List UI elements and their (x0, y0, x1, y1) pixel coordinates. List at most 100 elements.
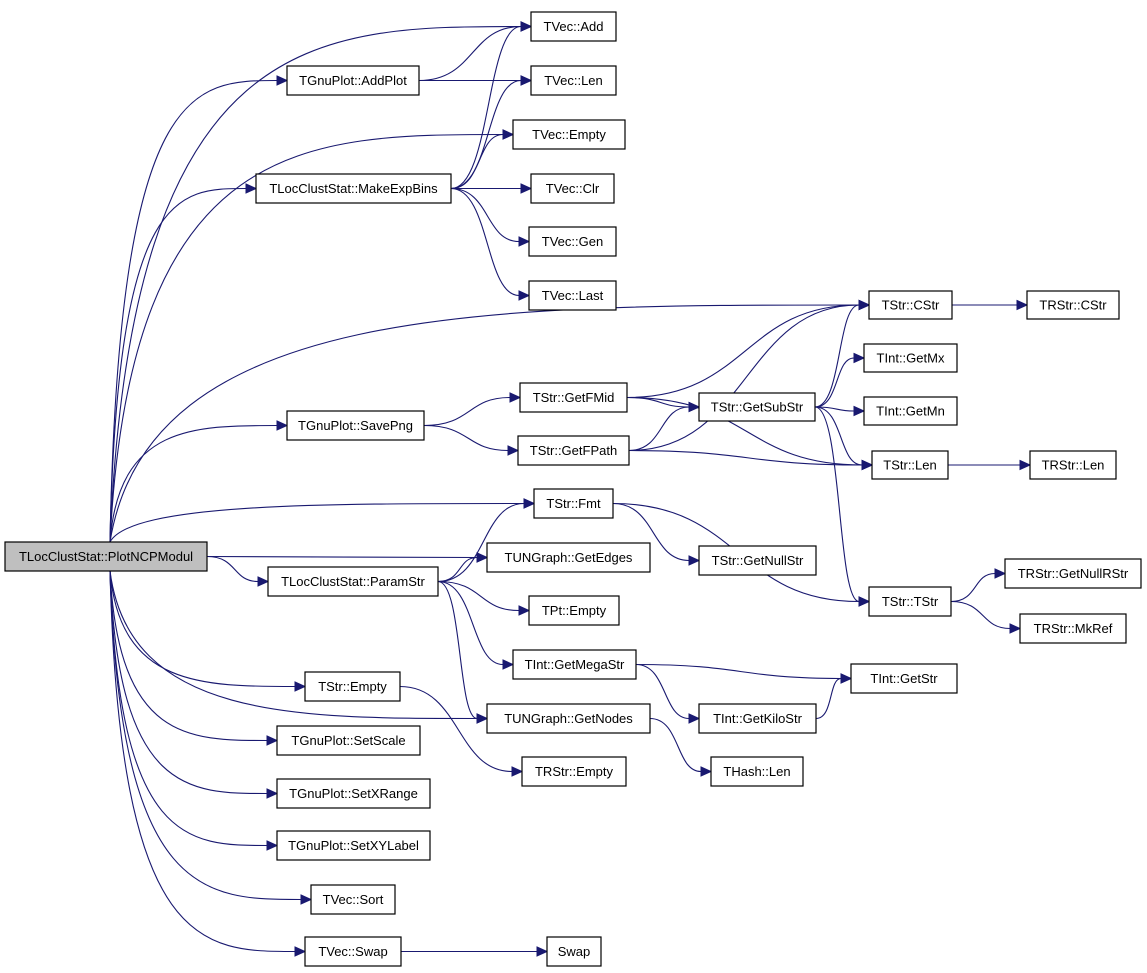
edge-sempty-to-rempty (399, 685, 513, 773)
arrowhead-icon (276, 420, 289, 431)
node-vsort[interactable]: TVec::Sort (310, 884, 396, 915)
edge-tstr-to-nullrstr (950, 572, 996, 603)
node-rempty[interactable]: TRStr::Empty (521, 756, 627, 787)
node-box (530, 173, 615, 204)
arrowhead-icon (520, 183, 533, 194)
node-vempty[interactable]: TVec::Empty (512, 119, 626, 150)
node-box (4, 541, 208, 572)
node-box (310, 884, 396, 915)
node-savepng[interactable]: TGnuPlot::SavePng (286, 410, 425, 441)
node-vlen[interactable]: TVec::Len (530, 65, 617, 96)
node-setxrange[interactable]: TGnuPlot::SetXRange (276, 778, 431, 809)
node-box (1019, 613, 1127, 644)
node-slen[interactable]: TStr::Len (871, 450, 949, 480)
edge-fpath-to-slen (628, 449, 863, 466)
arrowhead-icon (502, 129, 515, 140)
edge-fmid-to-scstr (626, 304, 860, 399)
node-box (486, 542, 651, 573)
node-getmn[interactable]: TInt::GetMn (863, 396, 958, 426)
node-label: TStr::CStr (882, 298, 940, 313)
edge-paramstr-to-getnodes (437, 580, 478, 720)
node-setxylabel[interactable]: TGnuPlot::SetXYLabel (276, 830, 431, 861)
node-box (528, 595, 620, 626)
node-box (519, 382, 628, 413)
edge-savepng-to-fpath (423, 424, 509, 452)
node-getmx[interactable]: TInt::GetMx (863, 343, 958, 373)
node-label: TLocClustStat::PlotNCPModul (19, 549, 193, 564)
arrowhead-icon (509, 392, 522, 403)
node-sempty[interactable]: TStr::Empty (304, 671, 401, 702)
node-substr[interactable]: TStr::GetSubStr (698, 392, 816, 422)
node-getnodes[interactable]: TUNGraph::GetNodes (486, 703, 651, 734)
arrowhead-icon (518, 236, 531, 247)
edge-root-to-vempty (109, 133, 504, 543)
node-box (304, 936, 402, 967)
node-expbins[interactable]: TLocClustStat::MakeExpBins (255, 173, 452, 204)
edge-root-to-vswap (109, 570, 296, 953)
node-label: TStr::GetNullStr (712, 553, 804, 568)
node-fpath[interactable]: TStr::GetFPath (517, 435, 630, 466)
node-fmid[interactable]: TStr::GetFMid (519, 382, 628, 413)
node-label: TLocClustStat::MakeExpBins (269, 181, 438, 196)
arrowhead-icon (518, 605, 531, 616)
edge-paramstr-to-edges (437, 556, 478, 583)
node-swap[interactable]: Swap (546, 936, 602, 967)
node-box (863, 396, 958, 426)
arrowhead-icon (688, 401, 701, 413)
node-box (521, 756, 627, 787)
edge-getnodes-to-hlen (649, 717, 702, 773)
node-scstr[interactable]: TStr::CStr (868, 290, 953, 320)
node-label: TStr::GetSubStr (711, 400, 804, 415)
arrowhead-icon (520, 21, 533, 32)
arrowhead-icon (276, 75, 289, 86)
node-hlen[interactable]: THash::Len (710, 756, 804, 787)
node-label: TGnuPlot::SetXRange (289, 786, 418, 801)
edge-savepng-to-fmid (423, 396, 511, 427)
nodes-layer: TLocClustStat::PlotNCPModul TVec::AddTGnu… (4, 11, 1142, 967)
node-megastr[interactable]: TInt::GetMegaStr (512, 649, 637, 680)
node-label: TVec::Sort (323, 892, 384, 907)
node-rlen[interactable]: TRStr::Len (1029, 450, 1117, 480)
node-rcstr[interactable]: TRStr::CStr (1026, 290, 1120, 320)
node-label: TRStr::CStr (1039, 298, 1107, 313)
node-box (517, 435, 630, 466)
node-paramstr[interactable]: TLocClustStat::ParamStr (267, 566, 439, 597)
node-tstr[interactable]: TStr::TStr (868, 586, 952, 617)
arrowhead-icon (688, 555, 701, 566)
node-label: TStr::Len (883, 458, 936, 473)
node-vlast[interactable]: TVec::Last (528, 280, 617, 311)
node-box (512, 119, 626, 150)
node-box (850, 663, 958, 694)
edge-expbins-to-vgen (450, 187, 520, 243)
arrowhead-icon (257, 576, 270, 587)
arrowhead-icon (858, 299, 871, 311)
node-setscale[interactable]: TGnuPlot::SetScale (276, 725, 421, 756)
node-label: Swap (558, 944, 591, 959)
node-addplot[interactable]: TGnuPlot::AddPlot (286, 65, 420, 96)
node-kilostr[interactable]: TInt::GetKiloStr (698, 703, 817, 734)
node-edges[interactable]: TUNGraph::GetEdges (486, 542, 651, 573)
node-fmt[interactable]: TStr::Fmt (533, 488, 614, 519)
node-root[interactable]: TLocClustStat::PlotNCPModul (4, 541, 208, 572)
node-nullstr[interactable]: TStr::GetNullStr (698, 545, 817, 576)
edge-expbins-to-vlen (450, 79, 522, 190)
node-box (267, 566, 439, 597)
node-getstr[interactable]: TInt::GetStr (850, 663, 958, 694)
node-box (530, 65, 617, 96)
node-nullrstr[interactable]: TRStr::GetNullRStr (1004, 558, 1142, 589)
node-box (512, 649, 637, 680)
node-vadd[interactable]: TVec::Add (530, 11, 617, 42)
arrowhead-icon (858, 596, 871, 607)
edges-layer (109, 21, 1032, 957)
arrowhead-icon (840, 673, 853, 684)
node-label: TVec::Last (542, 288, 604, 303)
node-vclr[interactable]: TVec::Clr (530, 173, 615, 204)
node-box (698, 392, 816, 422)
arrowhead-icon (1016, 299, 1029, 311)
node-vgen[interactable]: TVec::Gen (528, 226, 617, 257)
arrowhead-icon (476, 713, 489, 724)
node-mkref[interactable]: TRStr::MkRef (1019, 613, 1127, 644)
node-vswap[interactable]: TVec::Swap (304, 936, 402, 967)
node-ptempty[interactable]: TPt::Empty (528, 595, 620, 626)
